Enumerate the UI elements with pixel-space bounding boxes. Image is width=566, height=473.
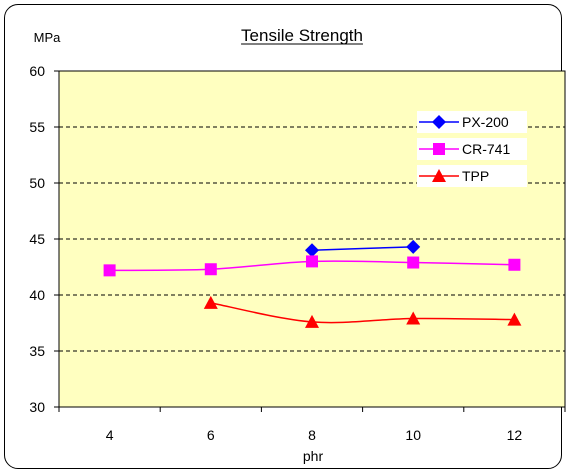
data-point-tpp <box>507 312 522 326</box>
legend-bg-px-200 <box>417 111 527 133</box>
x-tick-label: 8 <box>308 427 316 443</box>
legend-label-tpp: TPP <box>462 168 489 184</box>
y-tick-label: 30 <box>29 399 45 415</box>
data-point-px-200 <box>305 243 319 258</box>
chart-title: Tensile Strength <box>241 26 363 45</box>
legend-label-px-200: PX-200 <box>462 114 509 130</box>
data-point-px-200 <box>406 239 421 254</box>
data-point-cr-741 <box>306 255 318 268</box>
x-tick-label: 12 <box>507 427 523 443</box>
y-tick-label: 45 <box>29 231 45 247</box>
legend: PX-200 CR-741 TPP <box>417 111 527 187</box>
series-tpp <box>203 295 522 328</box>
data-point-tpp <box>406 311 421 325</box>
legend-label-cr-741: CR-741 <box>462 141 510 157</box>
data-point-cr-741 <box>204 263 217 276</box>
series-px-200 <box>305 239 421 258</box>
y-tick-label: 60 <box>29 63 45 79</box>
y-axis-label: MPa <box>34 30 62 45</box>
y-tick-label: 50 <box>29 175 45 191</box>
y-tick-label: 55 <box>29 119 45 135</box>
data-point-cr-741 <box>508 258 521 271</box>
series-line-px-200 <box>311 246 414 251</box>
x-axis-label: phr <box>303 448 324 464</box>
series-cr-741 <box>103 255 521 277</box>
series-line-tpp <box>210 302 515 324</box>
y-tick-label: 35 <box>29 343 45 359</box>
legend-marker-cr-741 <box>433 143 445 155</box>
data-point-tpp <box>203 295 218 309</box>
data-point-cr-741 <box>103 264 116 277</box>
data-point-tpp <box>305 314 319 328</box>
legend-marker-tpp <box>432 169 446 182</box>
x-tick-label: 10 <box>405 427 421 443</box>
series-layer <box>103 239 522 328</box>
x-tick-label: 6 <box>207 427 215 443</box>
axes: 30 35 40 45 50 55 60 4 6 8 10 12 <box>29 63 566 443</box>
y-tick-label: 40 <box>29 287 45 303</box>
x-tick-label: 4 <box>106 427 114 443</box>
data-point-cr-741 <box>407 256 420 269</box>
legend-marker-px-200 <box>432 115 446 129</box>
